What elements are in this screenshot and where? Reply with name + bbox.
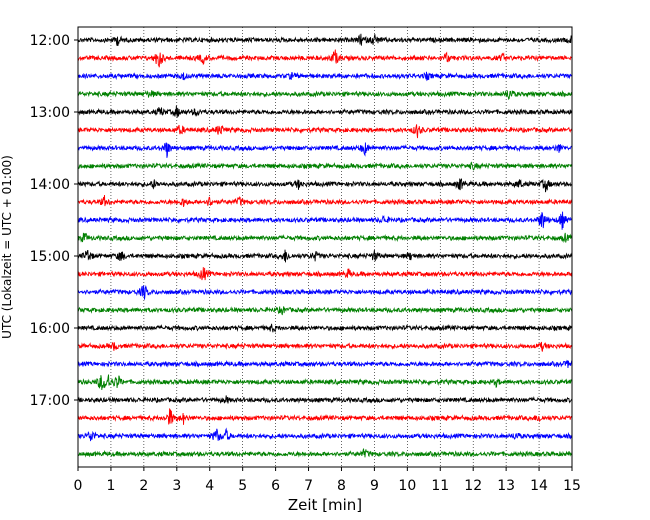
y-tick-label: 16:00 (30, 321, 70, 337)
x-tick-label: 6 (271, 478, 280, 494)
x-tick-label: 7 (304, 478, 313, 494)
y-tick-label: 12:00 (30, 33, 70, 49)
trace-1630 (77, 359, 573, 368)
seismic-traces (77, 33, 573, 458)
trace-1315 (77, 124, 573, 139)
trace-1215 (77, 49, 573, 68)
grid-lines (110, 27, 540, 467)
trace-1745 (77, 447, 573, 458)
x-tick-label: 8 (337, 478, 346, 494)
x-tick-label: 11 (431, 478, 449, 494)
trace-1545 (77, 306, 573, 316)
y-tick-label: 17:00 (30, 393, 70, 409)
trace-1345 (77, 161, 573, 171)
x-tick-label: 0 (74, 478, 83, 494)
x-axis-label: Zeit [min] (288, 496, 362, 514)
x-tick-label: 3 (172, 478, 181, 494)
x-tick-label: 14 (530, 478, 548, 494)
trace-1445 (77, 232, 573, 243)
x-tick-label: 9 (370, 478, 379, 494)
trace-1500 (77, 249, 573, 263)
trace-1600 (77, 323, 573, 333)
trace-1515 (77, 267, 573, 281)
trace-1700 (77, 395, 573, 404)
trace-1715 (77, 408, 573, 425)
trace-1330 (77, 142, 573, 158)
x-tick-label: 2 (139, 478, 148, 494)
trace-1430 (77, 211, 573, 230)
trace-1415 (77, 194, 573, 207)
x-tick-label: 1 (106, 478, 115, 494)
trace-1730 (77, 427, 573, 442)
y-axis-label: UTC (Lokalzeit = UTC + 01:00) (0, 155, 14, 339)
x-tick-label: 10 (398, 478, 416, 494)
x-tick-label: 5 (238, 478, 247, 494)
trace-1245 (77, 89, 573, 101)
trace-1615 (77, 341, 573, 352)
y-axis: 12:00 13:00 14:00 15:00 16:00 17:00 (30, 33, 78, 409)
y-tick-label: 15:00 (30, 249, 70, 265)
x-tick-label: 15 (563, 478, 581, 494)
trace-1300 (77, 105, 573, 118)
x-tick-label: 4 (205, 478, 214, 494)
trace-1200 (77, 33, 573, 46)
y-tick-label: 14:00 (30, 177, 70, 193)
plot-frame (77, 26, 573, 468)
trace-1645 (77, 374, 573, 390)
y-tick-label: 13:00 (30, 105, 70, 121)
x-axis: 0 1 2 3 4 5 6 7 8 9 10 11 12 13 14 15 (74, 467, 581, 494)
x-tick-label: 12 (464, 478, 482, 494)
trace-1400 (77, 178, 573, 193)
x-tick-label: 13 (497, 478, 515, 494)
trace-1530 (77, 285, 573, 300)
trace-1230 (77, 71, 573, 82)
